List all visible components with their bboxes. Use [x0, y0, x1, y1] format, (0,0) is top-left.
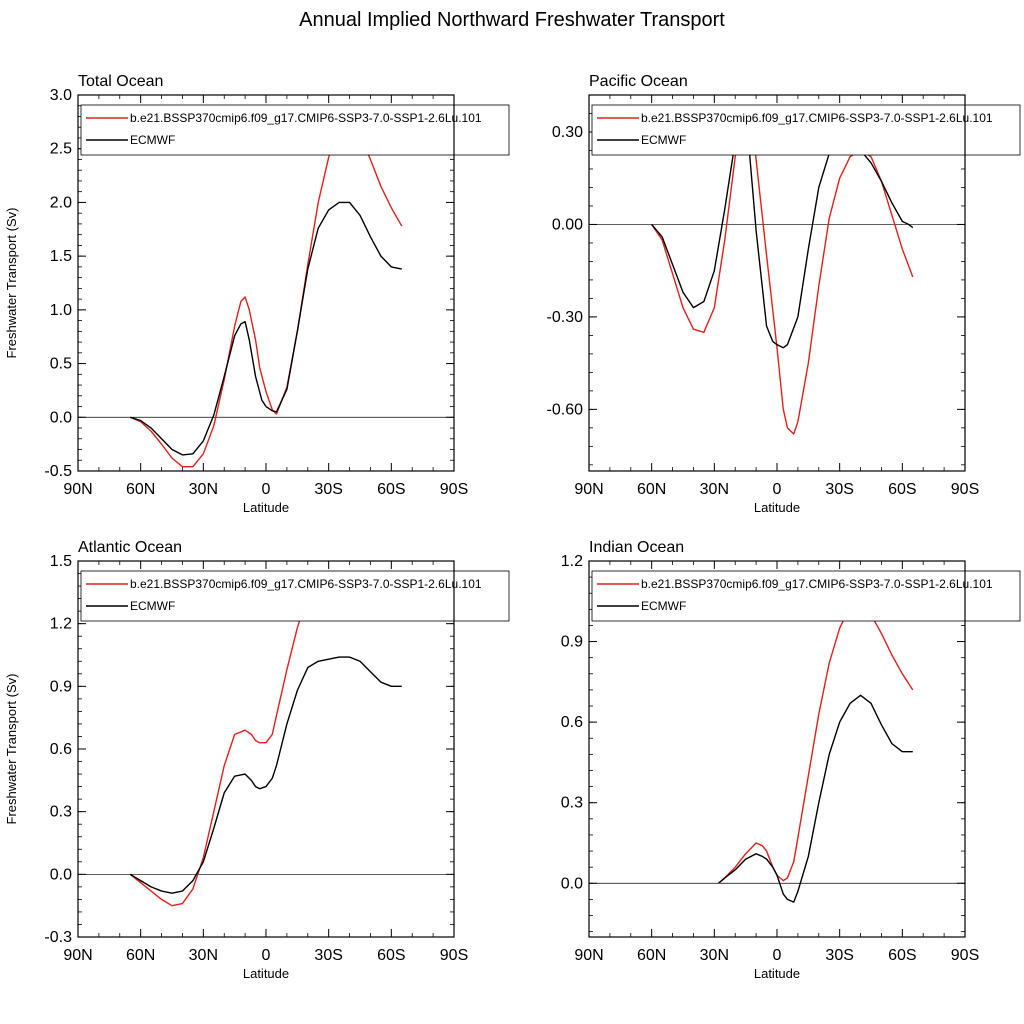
series-line-ecmwf [718, 694, 913, 903]
series-line-ecmwf [130, 201, 402, 456]
legend: b.e21.BSSP370cmip6.f09_g17.CMIP6-SSP3-7.… [591, 104, 1021, 156]
y-tick-label: 0.9 [561, 634, 583, 651]
x-tick-label: 30N [700, 481, 729, 498]
y-tick-label: 0.6 [561, 714, 583, 731]
x-tick-label: 0 [262, 947, 271, 964]
x-tick-label: 0 [773, 481, 782, 498]
y-tick-label: 1.0 [50, 302, 72, 319]
panel-title: Total Ocean [78, 73, 163, 90]
axes-frame [77, 94, 455, 472]
y-axis-label: Freshwater Transport (Sv) [4, 674, 19, 825]
y-tick-label: 1.5 [50, 248, 72, 265]
x-tick-label: 60N [637, 481, 666, 498]
y-tick-label: 1.5 [50, 553, 72, 570]
x-tick-label: 30S [825, 947, 853, 964]
x-tick-label: 60N [126, 947, 155, 964]
y-tick-label: 0.0 [50, 409, 72, 426]
legend-label: ECMWF [130, 599, 175, 613]
panel-atlantic-ocean: 90N 60N 30N 0 30S 60S 90S -0.3 0.0 0.3 0.6 0.9 1.2 1.… [4, 539, 510, 981]
panel-title: Atlantic Ocean [78, 539, 182, 556]
panel-title: Indian Ocean [589, 539, 684, 556]
y-tick-label: 3.0 [50, 87, 72, 104]
y-tick-label: 0.30 [552, 124, 583, 141]
legend: b.e21.BSSP370cmip6.f09_g17.CMIP6-SSP3-7.… [80, 104, 510, 156]
axes-frame [77, 560, 455, 938]
x-tick-label: 90S [951, 947, 979, 964]
legend-label: ECMWF [641, 133, 686, 147]
series-line-ecmwf [651, 112, 914, 349]
y-tick-label: 0.3 [561, 795, 583, 812]
x-tick-label: 30S [314, 481, 342, 498]
y-tick-label: 1.2 [50, 616, 72, 633]
legend-box [591, 104, 1021, 156]
legend-label: ECMWF [641, 599, 686, 613]
x-axis-label: Latitude [754, 500, 800, 515]
axes-frame [588, 94, 966, 472]
x-tick-label: 90N [63, 947, 92, 964]
x-tick-label: 60S [377, 947, 405, 964]
y-tick-label: -0.30 [547, 309, 584, 326]
y-tick-label: 1.2 [561, 553, 583, 570]
x-axis-label: Latitude [243, 966, 289, 981]
legend: b.e21.BSSP370cmip6.f09_g17.CMIP6-SSP3-7.… [80, 570, 510, 622]
x-tick-label: 30N [700, 947, 729, 964]
x-tick-label: 30N [189, 947, 218, 964]
legend-label: b.e21.BSSP370cmip6.f09_g17.CMIP6-SSP3-7.… [641, 111, 993, 125]
x-tick-label: 30N [189, 481, 218, 498]
legend-box [80, 104, 510, 156]
x-tick-label: 60S [377, 481, 405, 498]
legend-label: b.e21.BSSP370cmip6.f09_g17.CMIP6-SSP3-7.… [130, 111, 482, 125]
y-tick-label: -0.3 [44, 929, 72, 946]
axes-frame [588, 560, 966, 938]
panel-title: Pacific Ocean [589, 73, 688, 90]
x-tick-label: 60S [888, 947, 916, 964]
x-tick-label: 90S [951, 481, 979, 498]
y-tick-label: 0.0 [50, 866, 72, 883]
figure-title: Annual Implied Northward Freshwater Tran… [299, 9, 725, 31]
x-tick-label: 60S [888, 481, 916, 498]
legend-label: ECMWF [130, 133, 175, 147]
x-tick-label: 30S [825, 481, 853, 498]
y-tick-label: -0.5 [44, 463, 72, 480]
y-tick-label: 2.5 [50, 141, 72, 158]
series-line-ecmwf [129, 656, 402, 894]
legend: b.e21.BSSP370cmip6.f09_g17.CMIP6-SSP3-7.… [591, 570, 1021, 622]
panel-pacific-ocean: 90N 60N 30N 0 30S 60S 90S -0.60 -0.30 0.00 0.30 b.e… [547, 73, 1021, 515]
legend-box [80, 570, 510, 622]
x-tick-label: 0 [262, 481, 271, 498]
x-tick-label: 60N [126, 481, 155, 498]
x-axis-label: Latitude [754, 966, 800, 981]
y-tick-label: -0.60 [547, 401, 584, 418]
y-axis-label: Freshwater Transport (Sv) [4, 208, 19, 359]
legend-label: b.e21.BSSP370cmip6.f09_g17.CMIP6-SSP3-7.… [641, 577, 993, 591]
x-tick-label: 60N [637, 947, 666, 964]
y-tick-label: 2.0 [50, 194, 72, 211]
x-tick-label: 30S [314, 947, 342, 964]
y-tick-label: 0.9 [50, 678, 72, 695]
y-tick-label: 0.0 [561, 875, 583, 892]
y-tick-label: 0.6 [50, 741, 72, 758]
panel-indian-ocean: 90N 60N 30N 0 30S 60S 90S 0.0 0.3 0.6 0.9 1.2 b.e21.… [561, 539, 1021, 981]
x-tick-label: 90N [63, 481, 92, 498]
x-tick-label: 90S [440, 481, 468, 498]
panel-total-ocean: 90N 60N 30N 0 30S 60S 90S -0.5 0.0 0.5 1.0 1.5 2.0 2.… [4, 73, 510, 515]
y-tick-label: 0.5 [50, 356, 72, 373]
y-tick-label: 0.00 [552, 216, 583, 233]
x-axis-label: Latitude [243, 500, 289, 515]
legend-label: b.e21.BSSP370cmip6.f09_g17.CMIP6-SSP3-7.… [130, 577, 482, 591]
x-tick-label: 90N [574, 481, 603, 498]
x-tick-label: 0 [773, 947, 782, 964]
legend-box [591, 570, 1021, 622]
y-tick-label: 0.3 [50, 804, 72, 821]
x-tick-label: 90S [440, 947, 468, 964]
x-tick-label: 90N [574, 947, 603, 964]
